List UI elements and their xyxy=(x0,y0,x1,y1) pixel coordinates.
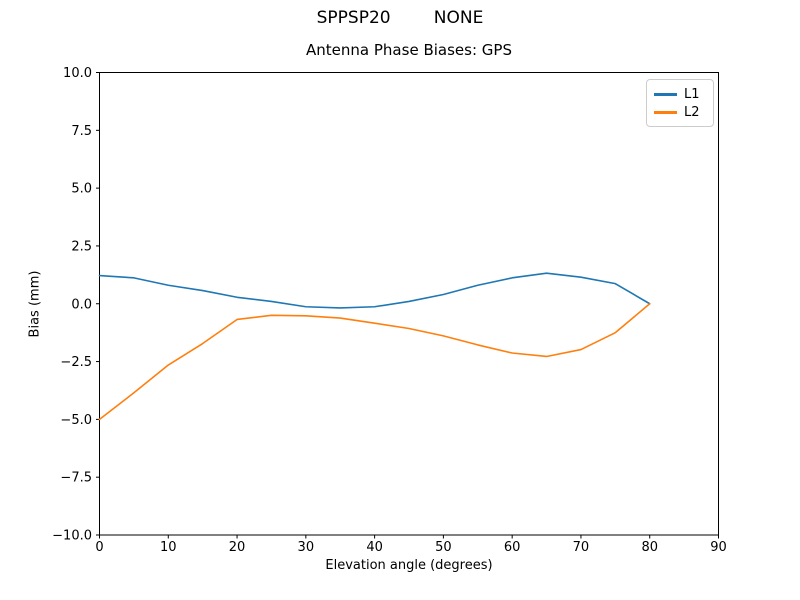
x-tick-label: 70 xyxy=(573,540,590,555)
series-line-l1 xyxy=(98,272,651,309)
y-tick-label: 10.0 xyxy=(63,66,92,81)
x-tick-label: 10 xyxy=(160,540,177,555)
y-tick-label: −10.0 xyxy=(52,529,92,544)
legend-swatch-l2 xyxy=(654,110,677,114)
legend-label-l1: L1 xyxy=(684,86,700,102)
y-tick-label: 0.0 xyxy=(71,297,92,312)
y-tick-label: −7.5 xyxy=(60,471,92,486)
x-tick-label: 60 xyxy=(504,540,521,555)
legend: L1 L2 xyxy=(646,79,714,127)
y-tick-label: 7.5 xyxy=(71,124,92,139)
x-axis-label: Elevation angle (degrees) xyxy=(325,558,493,573)
legend-label-l2: L2 xyxy=(684,104,700,120)
legend-item-l1: L1 xyxy=(654,88,706,101)
suptitle: SPPSP20 NONE xyxy=(316,8,484,28)
axes-spines xyxy=(99,72,719,536)
y-axis-label: Bias (mm) xyxy=(27,270,43,338)
x-tick-label: 50 xyxy=(435,540,452,555)
y-tick-label: −2.5 xyxy=(60,355,92,370)
y-tick-label: 5.0 xyxy=(71,182,92,197)
x-tick-label: 40 xyxy=(366,540,383,555)
y-tick-label: −5.0 xyxy=(60,413,92,428)
x-tick-label: 0 xyxy=(95,540,103,555)
legend-swatch-l1 xyxy=(654,92,677,96)
y-tick-label: 2.5 xyxy=(71,239,92,254)
x-tick-label: 90 xyxy=(710,540,727,555)
chart-title: Antenna Phase Biases: GPS xyxy=(306,41,512,59)
legend-item-l2: L2 xyxy=(654,106,706,119)
series-line-l2 xyxy=(98,302,651,421)
x-tick-label: 30 xyxy=(298,540,315,555)
x-tick-label: 20 xyxy=(229,540,246,555)
x-tick-label: 80 xyxy=(641,540,658,555)
